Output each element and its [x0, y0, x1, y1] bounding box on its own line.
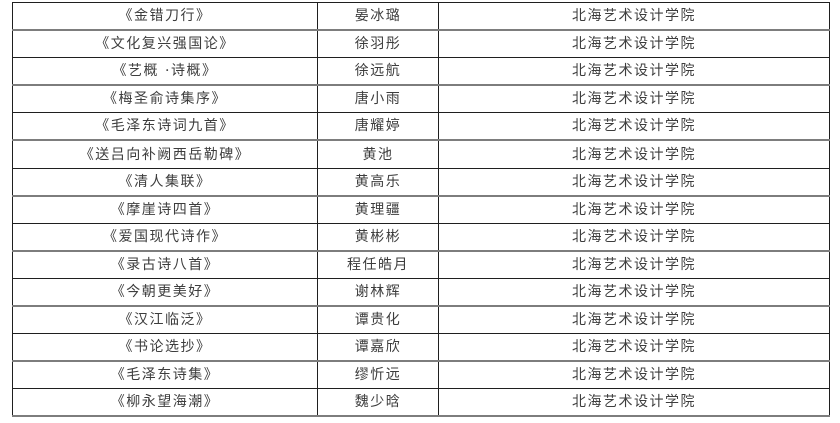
table-row: 《毛泽东诗词九首》 唐耀婷 北海艺术设计学院 — [12, 112, 830, 142]
table-row: 《今朝更美好》 谢林辉 北海艺术设计学院 — [12, 278, 830, 308]
author-name-cell: 黄池 — [317, 140, 439, 169]
table-row: 《清人集联》 黄高乐 北海艺术设计学院 — [12, 168, 830, 197]
work-title-cell: 《录古诗八首》 — [12, 250, 318, 279]
table-row: 《金错刀行》 晏冰璐 北海艺术设计学院 — [12, 2, 830, 32]
author-name-cell: 谢林辉 — [317, 278, 439, 308]
author-name-cell: 谭贵化 — [317, 306, 439, 335]
table-row: 《录古诗八首》 程任皓月 北海艺术设计学院 — [12, 250, 830, 279]
table-row: 《柳永望海潮》 魏少晗 北海艺术设计学院 — [12, 388, 830, 418]
work-title-cell: 《汉江临泛》 — [12, 306, 318, 335]
school-name-cell: 北海艺术设计学院 — [438, 168, 830, 197]
table-row: 《艺概 ·诗概》 徐远航 北海艺术设计学院 — [12, 57, 830, 87]
author-name-cell: 黄理疆 — [317, 195, 439, 224]
table-row: 《梅圣俞诗集序》 唐小雨 北海艺术设计学院 — [12, 85, 830, 114]
awards-table: 《金错刀行》 晏冰璐 北海艺术设计学院 《文化复兴强国论》 徐羽彤 北海艺术设计学院 《艺概… — [12, 2, 830, 418]
school-name-cell: 北海艺术设计学院 — [438, 306, 830, 335]
school-name-cell: 北海艺术设计学院 — [438, 112, 830, 142]
school-name-cell: 北海艺术设计学院 — [438, 2, 830, 32]
work-title-cell: 《艺概 ·诗概》 — [12, 57, 318, 87]
school-name-cell: 北海艺术设计学院 — [438, 140, 830, 169]
work-title-cell: 《书论选抄》 — [12, 333, 318, 363]
table-row: 《毛泽东诗集》 缪忻远 北海艺术设计学院 — [12, 361, 830, 390]
table-row: 《爱国现代诗作》 黄彬彬 北海艺术设计学院 — [12, 223, 830, 252]
school-name-cell: 北海艺术设计学院 — [438, 57, 830, 87]
work-title-cell: 《送吕向补阙西岳勒碑》 — [12, 140, 318, 169]
work-title-cell: 《清人集联》 — [12, 168, 318, 197]
school-name-cell: 北海艺术设计学院 — [438, 223, 830, 252]
work-title-cell: 《毛泽东诗集》 — [12, 361, 318, 390]
work-title-cell: 《金错刀行》 — [12, 2, 318, 32]
table-row: 《书论选抄》 谭嘉欣 北海艺术设计学院 — [12, 333, 830, 363]
author-name-cell: 魏少晗 — [317, 388, 439, 418]
author-name-cell: 缪忻远 — [317, 361, 439, 390]
author-name-cell: 徐羽彤 — [317, 30, 439, 59]
author-name-cell: 黄高乐 — [317, 168, 439, 197]
work-title-cell: 《今朝更美好》 — [12, 278, 318, 308]
work-title-cell: 《梅圣俞诗集序》 — [12, 85, 318, 114]
author-name-cell: 黄彬彬 — [317, 223, 439, 252]
table-row: 《送吕向补阙西岳勒碑》 黄池 北海艺术设计学院 — [12, 140, 830, 169]
school-name-cell: 北海艺术设计学院 — [438, 250, 830, 279]
author-name-cell: 程任皓月 — [317, 250, 439, 279]
author-name-cell: 徐远航 — [317, 57, 439, 87]
work-title-cell: 《爱国现代诗作》 — [12, 223, 318, 252]
author-name-cell: 唐耀婷 — [317, 112, 439, 142]
school-name-cell: 北海艺术设计学院 — [438, 278, 830, 308]
author-name-cell: 晏冰璐 — [317, 2, 439, 32]
work-title-cell: 《柳永望海潮》 — [12, 388, 318, 418]
table-row: 《文化复兴强国论》 徐羽彤 北海艺术设计学院 — [12, 30, 830, 59]
table-row: 《汉江临泛》 谭贵化 北海艺术设计学院 — [12, 306, 830, 335]
school-name-cell: 北海艺术设计学院 — [438, 388, 830, 418]
table-row: 《摩崖诗四首》 黄理疆 北海艺术设计学院 — [12, 195, 830, 224]
school-name-cell: 北海艺术设计学院 — [438, 333, 830, 363]
work-title-cell: 《文化复兴强国论》 — [12, 30, 318, 59]
work-title-cell: 《毛泽东诗词九首》 — [12, 112, 318, 142]
author-name-cell: 谭嘉欣 — [317, 333, 439, 363]
school-name-cell: 北海艺术设计学院 — [438, 85, 830, 114]
school-name-cell: 北海艺术设计学院 — [438, 361, 830, 390]
table-body: 《金错刀行》 晏冰璐 北海艺术设计学院 《文化复兴强国论》 徐羽彤 北海艺术设计学院 《艺概… — [12, 2, 830, 418]
work-title-cell: 《摩崖诗四首》 — [12, 195, 318, 224]
author-name-cell: 唐小雨 — [317, 85, 439, 114]
school-name-cell: 北海艺术设计学院 — [438, 195, 830, 224]
school-name-cell: 北海艺术设计学院 — [438, 30, 830, 59]
